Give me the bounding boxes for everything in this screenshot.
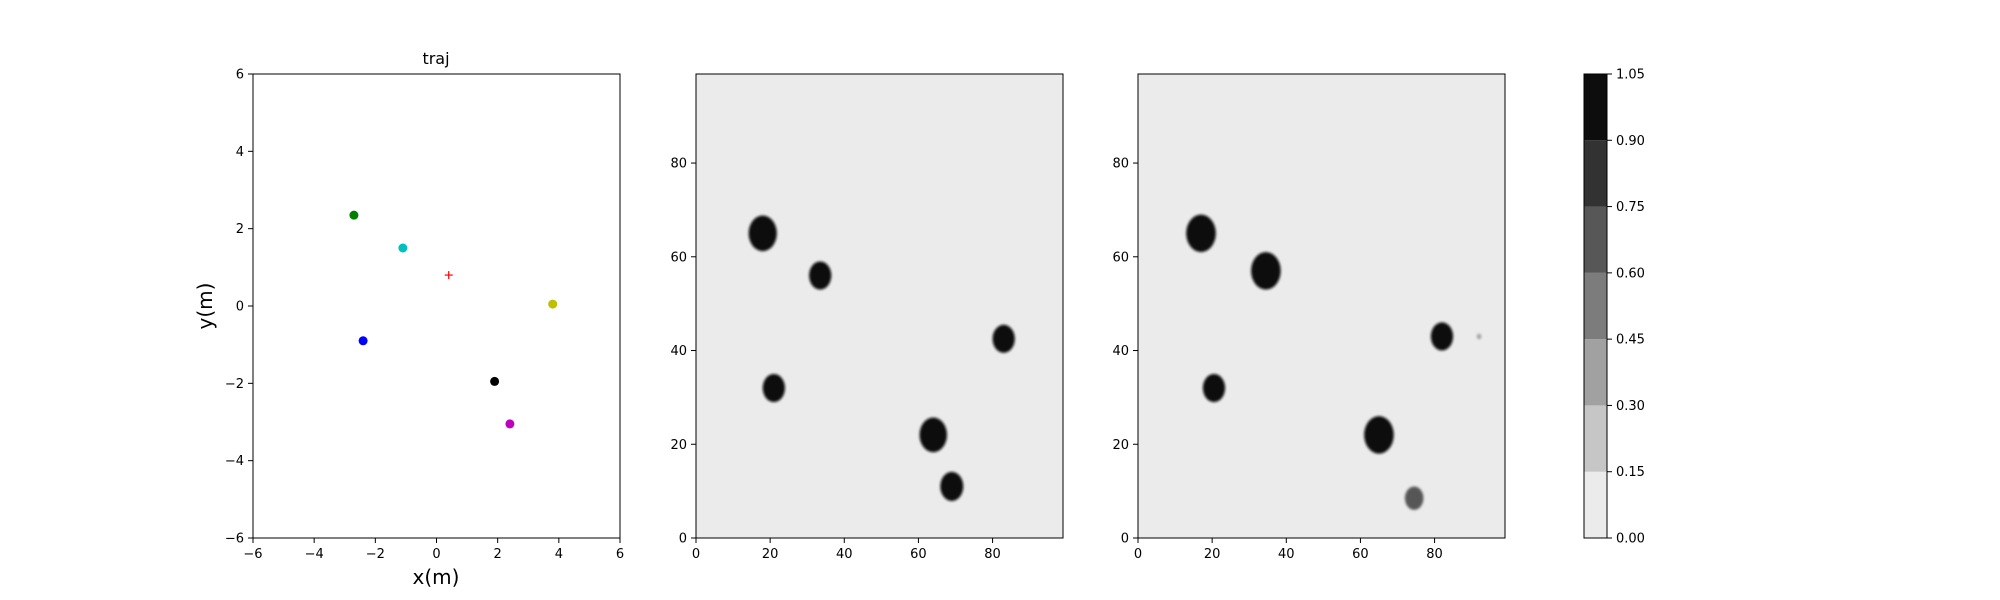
- heatmap-2-blob: [1404, 486, 1424, 510]
- heatmap-1-blob: [940, 471, 964, 501]
- colorbar-tick-label: 0.30: [1616, 399, 1645, 414]
- heatmap-2-x-tick-label: 80: [1426, 547, 1443, 562]
- scatter-points: [349, 210, 558, 429]
- heatmap-1-frame: [695, 73, 1064, 539]
- heatmap-2-y-tick-label: 80: [1112, 157, 1129, 172]
- colorbar-tick-label: 0.00: [1616, 532, 1645, 547]
- heatmap-2: 0 20 40 60 80 0 20 40 60 80: [1112, 73, 1506, 562]
- colorbar-band: [1584, 140, 1607, 207]
- trajectory-plot: traj −6 −4 −2 0 2 4 6 −6 −4 −2 0 2 4 6 x(m) y(m): [193, 49, 624, 589]
- heatmap-1-y-tick-label: 80: [670, 157, 687, 172]
- colorbar-band: [1584, 272, 1607, 340]
- heatmap-2-x-tick-label: 20: [1204, 547, 1221, 562]
- heatmap-2-x-ticks: 0 20 40 60 80: [1134, 538, 1443, 562]
- colorbar-ticks: 0.00 0.15 0.30 0.45 0.60 0.75 0.90 1.05: [1607, 68, 1645, 547]
- heatmap-1-blob: [748, 215, 777, 252]
- traj-y-tick-label: −4: [225, 454, 244, 469]
- traj-y-tick-label: −2: [225, 377, 244, 392]
- traj-y-tick-label: 2: [236, 222, 244, 237]
- heatmap-1-x-tick-label: 40: [836, 547, 853, 562]
- traj-y-tick-label: 4: [236, 145, 244, 160]
- heatmap-2-frame: [1137, 73, 1506, 539]
- heatmap-2-y-tick-label: 20: [1112, 438, 1129, 453]
- agent-point: [548, 299, 558, 309]
- colorbar: 0.00 0.15 0.30 0.45 0.60 0.75 0.90 1.05: [1583, 68, 1645, 547]
- heatmap-2-y-tick-label: 40: [1112, 344, 1129, 359]
- x-axis-label: x(m): [413, 565, 460, 589]
- plot-area: [253, 74, 620, 538]
- colorbar-tick-label: 0.75: [1616, 200, 1645, 215]
- traj-x-tick-label: −4: [305, 547, 324, 562]
- heatmap-2-x-tick-label: 40: [1278, 547, 1295, 562]
- heatmap-2-background: [1138, 74, 1505, 538]
- heatmap-1-blob: [762, 373, 785, 403]
- heatmap-1-blob: [809, 261, 832, 290]
- colorbar-bands: [1584, 74, 1607, 538]
- heatmap-1-x-tick-label: 20: [762, 547, 779, 562]
- traj-x-tick-label: −6: [243, 547, 262, 562]
- agent-point: [398, 243, 408, 253]
- heatmap-1-cells: [748, 215, 1015, 501]
- heatmap-1-y-tick-label: 0: [679, 532, 687, 547]
- colorbar-tick-label: 0.60: [1616, 266, 1645, 281]
- colorbar-band: [1584, 405, 1607, 472]
- heatmap-2-y-tick-label: 0: [1121, 532, 1129, 547]
- agent-point: [349, 210, 359, 220]
- traj-x-tick-label: 0: [432, 547, 440, 562]
- heatmap-2-blob: [1251, 252, 1281, 290]
- colorbar-tick-label: 0.45: [1616, 333, 1645, 348]
- y-axis-ticks: −6 −4 −2 0 2 4 6: [225, 68, 253, 547]
- heatmap-2-x-tick-label: 60: [1352, 547, 1369, 562]
- agent-point: [490, 376, 500, 386]
- colorbar-band: [1584, 471, 1607, 538]
- heatmap-1-y-tick-label: 20: [670, 438, 687, 453]
- heatmap-1-x-tick-label: 0: [692, 547, 700, 562]
- heatmap-2-x-tick-label: 0: [1134, 547, 1142, 562]
- heatmap-1-blob: [992, 324, 1015, 353]
- colorbar-band: [1584, 74, 1607, 141]
- traj-x-tick-label: 2: [494, 547, 502, 562]
- colorbar-tick-label: 0.90: [1616, 134, 1645, 149]
- heatmap-1-y-tick-label: 40: [670, 344, 687, 359]
- heatmap-1-blob: [919, 417, 947, 453]
- traj-y-tick-label: 0: [236, 300, 244, 315]
- traj-y-tick-label: 6: [236, 68, 244, 83]
- y-axis-label: y(m): [193, 283, 217, 330]
- heatmap-1-y-ticks: 0 20 40 60 80: [670, 157, 696, 547]
- colorbar-band: [1584, 206, 1607, 273]
- heatmap-2-blob: [1430, 322, 1454, 351]
- traj-x-tick-label: −2: [366, 547, 385, 562]
- plot-title: traj: [422, 49, 449, 68]
- heatmap-1-background: [696, 74, 1063, 538]
- heatmap-1-x-ticks: 0 20 40 60 80: [692, 538, 1001, 562]
- goal-marker: [444, 271, 453, 280]
- colorbar-frame: [1583, 73, 1608, 539]
- traj-x-tick-label: 6: [616, 547, 624, 562]
- heatmap-1-x-tick-label: 80: [984, 547, 1001, 562]
- heatmap-2-y-tick-label: 60: [1112, 250, 1129, 265]
- heatmap-2-blob: [1476, 333, 1482, 340]
- heatmap-1: 0 20 40 60 80 0 20 40 60 80: [670, 73, 1064, 562]
- heatmap-1-y-tick-label: 60: [670, 250, 687, 265]
- colorbar-band: [1584, 339, 1607, 406]
- heatmap-1-x-tick-label: 60: [910, 547, 927, 562]
- heatmap-2-blob: [1364, 416, 1394, 454]
- traj-x-tick-label: 4: [555, 547, 563, 562]
- agent-point: [358, 336, 368, 346]
- x-axis-ticks: −6 −4 −2 0 2 4 6: [243, 538, 624, 562]
- colorbar-tick-label: 1.05: [1616, 68, 1645, 83]
- agent-point: [505, 419, 515, 429]
- heatmap-2-cells: [1186, 214, 1482, 510]
- heatmap-2-y-ticks: 0 20 40 60 80: [1112, 157, 1138, 547]
- heatmap-2-blob: [1186, 214, 1216, 253]
- colorbar-tick-label: 0.15: [1616, 465, 1645, 480]
- heatmap-2-blob: [1202, 373, 1226, 403]
- traj-y-tick-label: −6: [225, 532, 244, 547]
